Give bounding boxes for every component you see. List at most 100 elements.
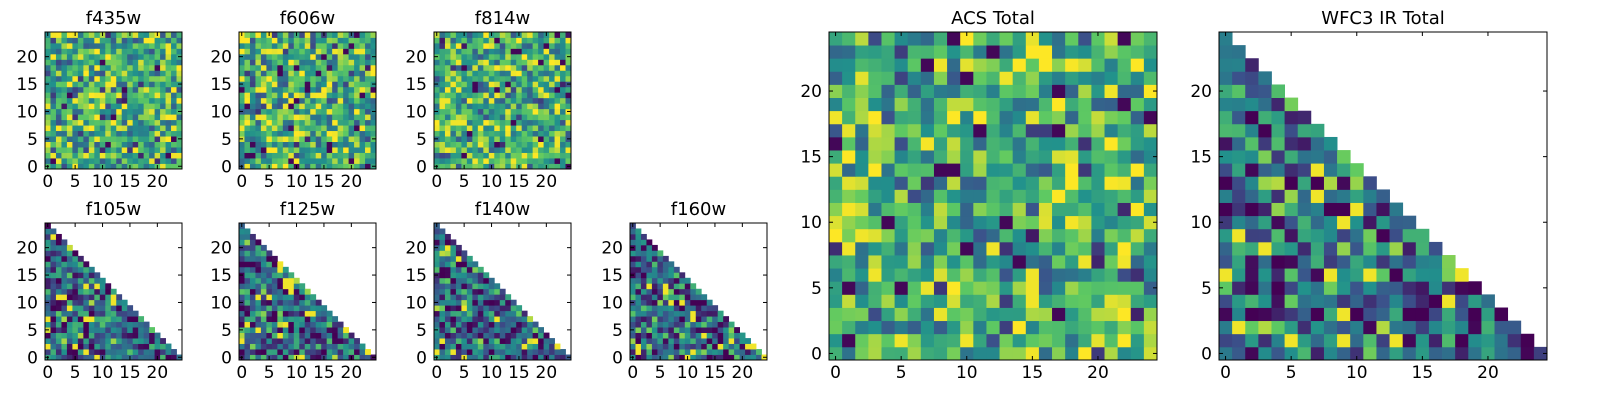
heatmap-cell bbox=[105, 343, 112, 350]
heatmap-cell bbox=[1297, 255, 1312, 269]
heatmap-cell bbox=[630, 310, 636, 317]
heatmap-cell bbox=[933, 150, 948, 164]
heatmap-cell bbox=[88, 277, 95, 284]
heatmap-cell bbox=[472, 59, 479, 66]
heatmap-cell bbox=[1271, 123, 1285, 138]
heatmap-cell bbox=[282, 343, 289, 350]
heatmap-cell bbox=[947, 150, 961, 164]
heatmap-cell bbox=[472, 70, 479, 77]
heatmap-cell bbox=[499, 288, 506, 295]
heatmap-cell bbox=[488, 141, 495, 148]
heatmap-cell bbox=[960, 268, 974, 282]
heatmap-cell bbox=[510, 86, 517, 93]
heatmap-cell bbox=[304, 81, 311, 88]
heatmap-cell bbox=[165, 48, 172, 55]
heatmap-cell bbox=[488, 349, 495, 355]
heatmap-cell bbox=[154, 75, 161, 82]
heatmap-cell bbox=[999, 333, 1014, 348]
heatmap-cell bbox=[165, 141, 172, 148]
heatmap-cell bbox=[494, 119, 501, 126]
heatmap-cell bbox=[55, 141, 62, 148]
heatmap-cell bbox=[868, 346, 882, 361]
heatmap-cell bbox=[516, 158, 523, 164]
heatmap-cell bbox=[45, 97, 51, 104]
heatmap-cell bbox=[461, 130, 468, 137]
heatmap-cell bbox=[105, 332, 112, 339]
heatmap-cell bbox=[1130, 215, 1145, 230]
heatmap-cell bbox=[1065, 320, 1079, 335]
heatmap-cell bbox=[466, 283, 473, 290]
heatmap-cell bbox=[1130, 136, 1145, 151]
heatmap-cell bbox=[304, 332, 311, 339]
heatmap-cell bbox=[1245, 320, 1259, 335]
heatmap-cell bbox=[260, 338, 267, 344]
heatmap-cell bbox=[260, 136, 267, 142]
heatmap-cell bbox=[171, 37, 177, 44]
heatmap-cell bbox=[1376, 202, 1390, 217]
heatmap-cell bbox=[1219, 84, 1233, 98]
heatmap-cell bbox=[477, 130, 484, 137]
heatmap-cell bbox=[881, 215, 895, 230]
heatmap-cell bbox=[986, 333, 1000, 348]
heatmap-cell bbox=[99, 103, 106, 110]
heatmap-cell bbox=[488, 332, 495, 339]
heatmap-cell bbox=[50, 108, 57, 115]
heatmap-cell bbox=[477, 114, 484, 121]
heatmap-cell bbox=[756, 354, 762, 361]
heatmap-cell bbox=[450, 310, 457, 317]
heatmap-cell bbox=[461, 343, 468, 350]
heatmap-cell bbox=[466, 119, 473, 126]
heatmap-cell bbox=[299, 294, 306, 301]
heatmap-cell bbox=[510, 338, 517, 344]
heatmap-cell bbox=[244, 354, 251, 361]
heatmap-cell bbox=[343, 32, 349, 38]
heatmap-cell bbox=[695, 338, 702, 344]
heatmap-cell bbox=[1038, 320, 1053, 335]
y-tick-label: 0 bbox=[27, 157, 38, 177]
heatmap-cell bbox=[50, 283, 57, 290]
heatmap-cell bbox=[66, 316, 73, 323]
heatmap-cell bbox=[165, 130, 172, 137]
heatmap-cell bbox=[543, 81, 550, 88]
heatmap-cell bbox=[332, 64, 339, 71]
heatmap-cell bbox=[50, 136, 57, 142]
heatmap-cell bbox=[288, 130, 295, 137]
heatmap-cell bbox=[116, 75, 123, 82]
heatmap-cell bbox=[455, 136, 462, 142]
heatmap-cell bbox=[304, 70, 311, 77]
heatmap-cell bbox=[444, 125, 451, 132]
heatmap-cell bbox=[55, 92, 62, 99]
heatmap-cell bbox=[499, 70, 506, 77]
heatmap-cell bbox=[543, 59, 550, 66]
heatmap-cell bbox=[260, 92, 267, 99]
heatmap-cell bbox=[94, 75, 101, 82]
heatmap-cell bbox=[684, 294, 691, 301]
heatmap-cell bbox=[1363, 228, 1377, 243]
heatmap-cell bbox=[110, 321, 117, 328]
heatmap-cell bbox=[94, 152, 101, 159]
heatmap-cell bbox=[947, 136, 961, 151]
heatmap-cells bbox=[630, 223, 768, 361]
heatmap-cell bbox=[266, 42, 273, 49]
heatmap-cell bbox=[505, 316, 512, 323]
heatmap-cell bbox=[310, 86, 317, 93]
heatmap-cell bbox=[986, 71, 1000, 85]
heatmap-cell bbox=[149, 141, 155, 148]
heatmap-cell bbox=[149, 354, 155, 361]
heatmap-cell bbox=[365, 141, 371, 148]
heatmap-cell bbox=[461, 266, 468, 273]
heatmap-cell bbox=[505, 152, 512, 159]
heatmap-cell bbox=[348, 42, 355, 49]
heatmap-cell bbox=[1025, 123, 1040, 138]
heatmap-cell bbox=[61, 272, 68, 279]
heatmap-cell bbox=[249, 37, 256, 44]
heatmap-cell bbox=[829, 110, 843, 125]
heatmap-cell bbox=[83, 299, 90, 306]
x-tick-label: 10 bbox=[481, 172, 503, 192]
heatmap-cell bbox=[635, 239, 642, 246]
heatmap-cell bbox=[434, 141, 440, 148]
heatmap-cell bbox=[986, 255, 1000, 269]
heatmap-cell bbox=[1025, 202, 1040, 217]
heatmap-cell bbox=[282, 32, 289, 38]
heatmap-cell bbox=[143, 75, 150, 82]
